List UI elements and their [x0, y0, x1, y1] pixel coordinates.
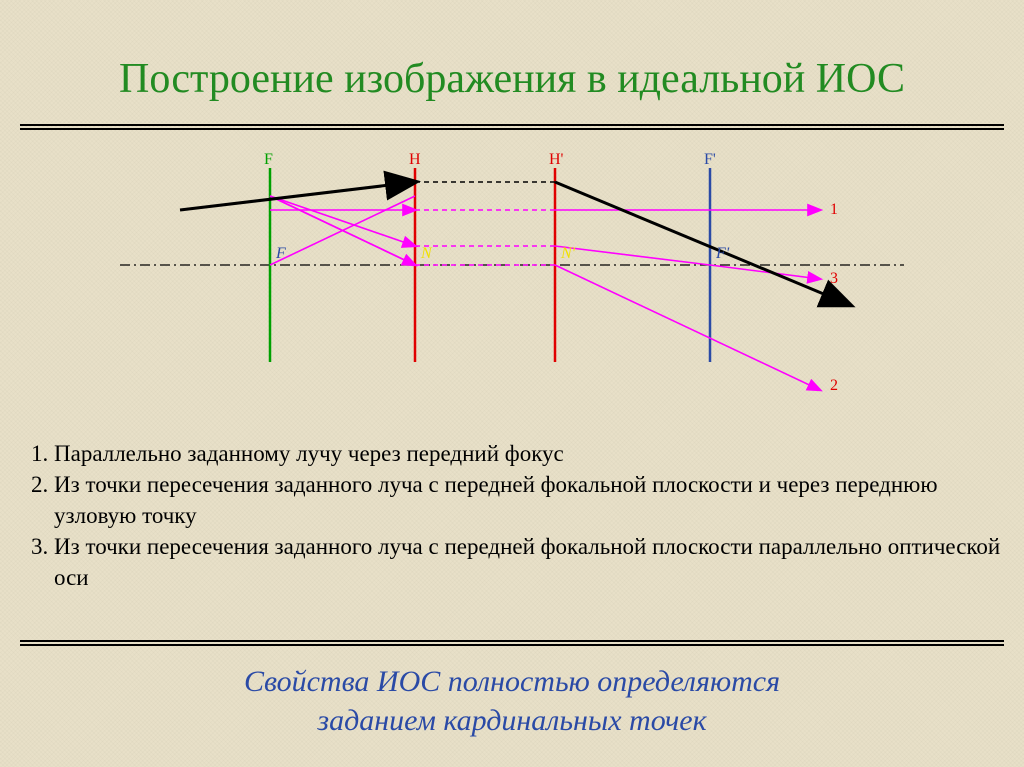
svg-text:2: 2: [830, 377, 838, 394]
aux-rays: [270, 196, 820, 390]
optics-diagram: F F H N H' N' F' F' 1 2 3: [120, 140, 904, 400]
divider-bottom: [20, 640, 1004, 646]
step-1: Параллельно заданному лучу через передни…: [54, 438, 1004, 469]
divider-top: [20, 124, 1004, 130]
footer-note: Свойства ИОС полностью определяются зада…: [0, 662, 1024, 740]
step-3: Из точки пересечения заданного луча с пе…: [54, 531, 1004, 593]
svg-text:H': H': [549, 151, 564, 168]
construction-steps: Параллельно заданному лучу через передни…: [20, 438, 1004, 593]
svg-text:N: N: [420, 245, 433, 262]
page-title: Построение изображения в идеальной ИОС: [0, 55, 1024, 103]
svg-text:N': N': [560, 245, 576, 262]
svg-text:1: 1: [830, 201, 838, 218]
svg-text:F': F': [715, 245, 730, 262]
footer-line-2: заданием кардинальных точек: [317, 704, 706, 737]
svg-text:H: H: [409, 151, 421, 168]
step-2: Из точки пересечения заданного луча с пе…: [54, 469, 1004, 531]
svg-text:F': F': [704, 151, 716, 168]
footer-line-1: Свойства ИОС полностью определяются: [244, 665, 780, 698]
svg-text:3: 3: [830, 270, 838, 287]
svg-text:F: F: [275, 245, 286, 262]
svg-text:F: F: [264, 151, 273, 168]
